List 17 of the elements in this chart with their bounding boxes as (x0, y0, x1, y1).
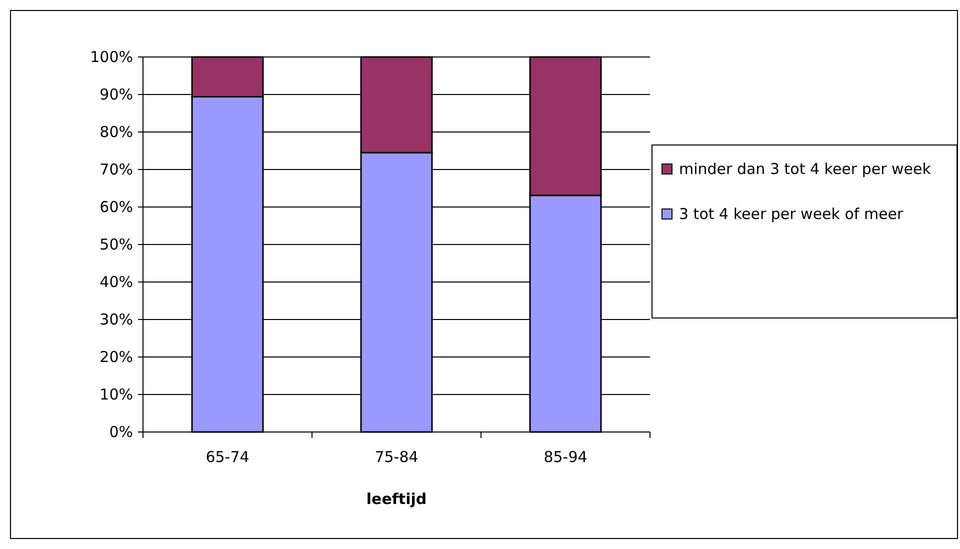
y-tick-label: 60% (100, 198, 133, 216)
x-tick-label: 75-84 (374, 448, 418, 466)
y-tick-label: 0% (109, 422, 133, 441)
y-tick-label: 40% (100, 272, 133, 291)
y-tick-label: 70% (100, 160, 133, 178)
y-tick-label: 20% (100, 348, 133, 366)
y-tick-label: 10% (100, 385, 133, 404)
legend-label: 3 tot 4 keer per week of meer (679, 205, 904, 223)
y-tick-label: 80% (100, 122, 133, 141)
y-tick-label: 100% (90, 48, 133, 66)
y-tick-label: 90% (100, 85, 133, 104)
y-tick-label: 30% (100, 310, 133, 328)
x-tick-label: 65-74 (206, 448, 250, 466)
x-tick-label: 85-94 (544, 448, 588, 466)
y-tick-label: 50% (100, 235, 133, 254)
x-axis-title: leeftijd (366, 490, 427, 508)
legend-label: minder dan 3 tot 4 keer per week (679, 160, 932, 178)
